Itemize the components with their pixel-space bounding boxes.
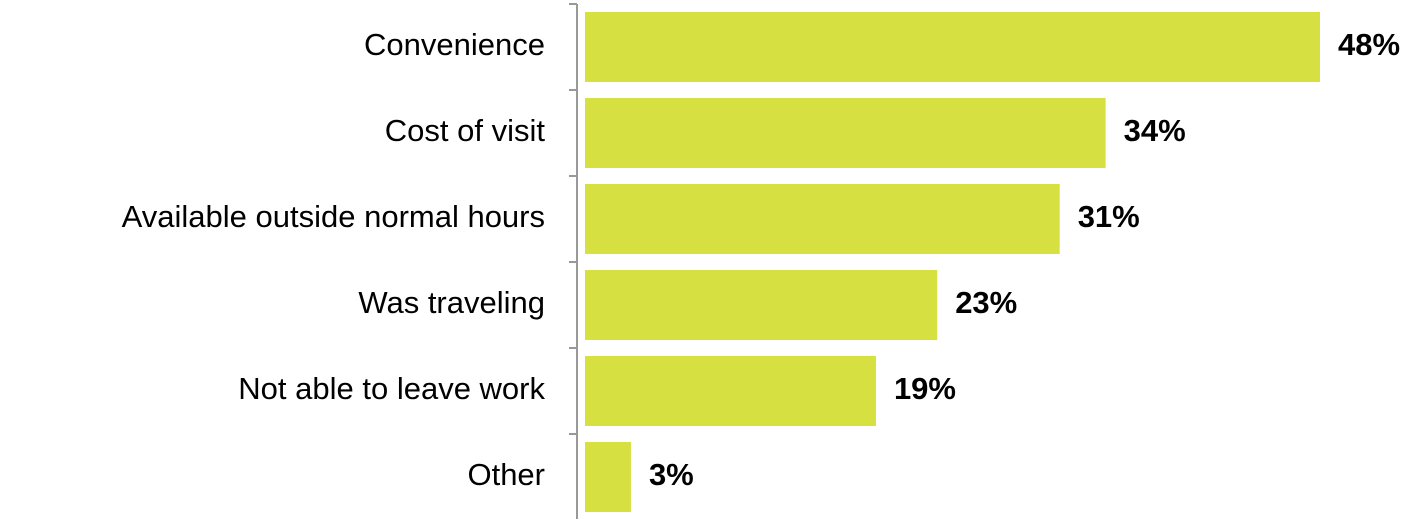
value-label: 34% [1124,113,1186,148]
value-label: 31% [1078,199,1140,234]
value-label: 3% [649,457,694,492]
bar [585,356,876,426]
category-label: Available outside normal hours [122,199,545,234]
value-label: 48% [1338,27,1400,62]
category-label: Not able to leave work [238,371,545,406]
value-label: 19% [894,371,956,406]
category-label: Other [467,457,545,492]
bar [585,184,1060,254]
bar [585,270,938,340]
value-label: 23% [955,285,1017,320]
bar [585,442,631,512]
category-label: Was traveling [358,285,545,320]
category-label: Cost of visit [385,113,546,148]
bar [585,98,1106,168]
category-label: Convenience [364,27,545,62]
bar [585,12,1320,82]
